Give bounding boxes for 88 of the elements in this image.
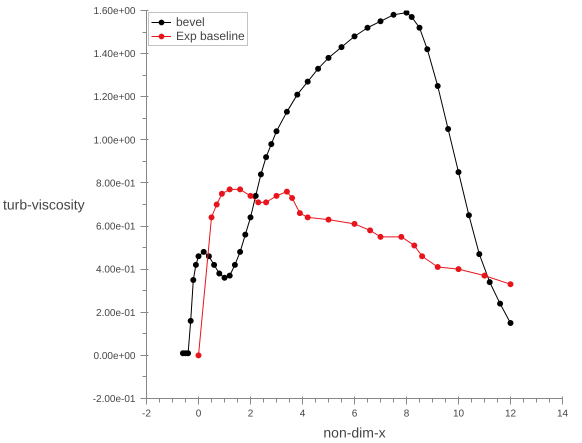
point	[416, 24, 422, 31]
y-tick-label: 4.00e-01	[96, 264, 136, 276]
point	[214, 202, 220, 208]
x-tick-label: -2	[142, 408, 152, 420]
point	[508, 320, 514, 326]
point	[445, 126, 452, 132]
x-tick-label: 8	[404, 408, 410, 420]
y-tick-label: 1.00e+00	[94, 135, 136, 146]
point	[284, 108, 290, 115]
point	[248, 214, 254, 220]
point	[289, 195, 296, 202]
point	[508, 281, 514, 288]
point	[408, 14, 415, 20]
point	[190, 276, 196, 283]
point	[196, 253, 202, 260]
point	[296, 210, 303, 216]
y-tick-label: 0.00e+00	[94, 350, 136, 362]
point	[456, 266, 462, 272]
point	[404, 10, 410, 16]
y-tick-label: 1.40e+00	[94, 49, 136, 60]
y-tick-label: 8.00e-01	[96, 178, 136, 190]
x-tick-label: 12	[504, 408, 516, 420]
x-tick-label: 6	[352, 408, 358, 420]
point	[226, 186, 233, 192]
point	[326, 54, 332, 61]
point	[218, 190, 225, 197]
point	[242, 232, 248, 238]
point	[486, 279, 493, 286]
point	[188, 318, 194, 324]
point	[424, 46, 430, 52]
x-tick-label: 4	[300, 408, 306, 420]
point	[248, 192, 254, 199]
point	[211, 262, 218, 268]
legend-label: Exp baseline	[176, 29, 245, 43]
point	[268, 141, 274, 148]
x-axis-title: non-dim-x	[323, 424, 386, 440]
point	[419, 253, 426, 260]
point	[222, 274, 228, 281]
point	[367, 227, 374, 234]
point	[255, 199, 262, 206]
point	[274, 128, 280, 134]
point	[456, 169, 462, 176]
point	[237, 248, 244, 255]
point	[263, 199, 270, 206]
x-tick-label: 2	[248, 408, 254, 420]
point	[237, 186, 244, 192]
point	[196, 352, 202, 358]
x-tick-label: 14	[556, 408, 568, 420]
point	[226, 272, 233, 279]
y-tick-label: -2.00e-01	[92, 394, 136, 405]
point	[497, 300, 504, 307]
point	[274, 192, 280, 199]
point	[263, 154, 270, 160]
point	[352, 220, 358, 227]
legend-label: bevel	[176, 15, 205, 29]
point	[352, 33, 358, 40]
point	[378, 234, 384, 240]
point	[390, 12, 396, 18]
point	[434, 264, 441, 270]
point	[411, 242, 418, 248]
point	[232, 262, 238, 268]
point	[192, 262, 199, 268]
y-tick-label: 6.00e-01	[96, 222, 136, 233]
point	[434, 82, 441, 89]
y-tick-label: 1.60e+00	[94, 6, 136, 17]
point	[398, 234, 404, 240]
y-tick-label: 2.00e-01	[96, 308, 136, 319]
point	[304, 78, 311, 85]
point	[294, 92, 300, 98]
point	[476, 251, 482, 258]
point	[482, 272, 488, 279]
point	[216, 270, 222, 276]
point	[338, 44, 344, 50]
y-axis-title: turb-viscosity	[3, 196, 85, 212]
point	[200, 248, 207, 255]
point	[258, 171, 264, 178]
point	[284, 188, 290, 195]
point	[326, 216, 332, 223]
x-tick-label: 0	[196, 408, 202, 420]
y-tick-label: 1.20e+00	[94, 92, 136, 104]
point	[315, 66, 322, 72]
point	[378, 18, 384, 24]
point	[304, 214, 311, 220]
point	[252, 192, 259, 199]
point	[364, 24, 370, 31]
x-tick-label: 10	[452, 408, 464, 420]
point	[208, 214, 214, 220]
point	[466, 212, 472, 218]
